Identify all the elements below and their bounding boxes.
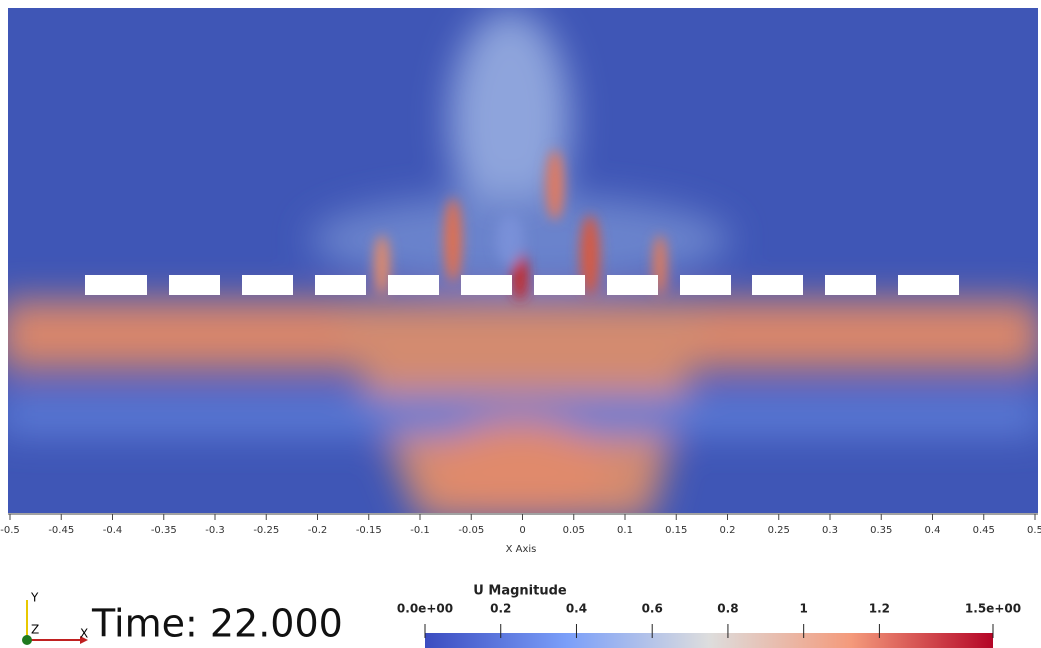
x-tick-label: 0.15 [665, 525, 687, 536]
x-tick-label: 0 [519, 525, 525, 536]
triad-x: X [80, 627, 88, 641]
plates [85, 275, 959, 295]
x-tick-label: 0.5 [1027, 525, 1041, 536]
x-tick-label: -0.25 [253, 525, 279, 536]
x-tick-label: -0.35 [151, 525, 177, 536]
x-tick-label: 0.05 [563, 525, 585, 536]
x-tick-label: 0.4 [925, 525, 941, 536]
x-tick-label: -0.05 [458, 525, 484, 536]
flow-field [8, 8, 1038, 513]
colorbar-title: U Magnitude [473, 584, 567, 599]
colorbar-tick-label: 0.6 [642, 602, 663, 616]
time-label: Time: 22.000 [91, 602, 343, 646]
triad-y: Y [30, 591, 39, 605]
x-tick-label: 0.35 [870, 525, 892, 536]
colorbar-tick-label: 1 [799, 602, 807, 616]
x-tick-label: -0.4 [103, 525, 123, 536]
axes-triad: Y Z X [22, 591, 88, 645]
x-tick-label: 0.25 [768, 525, 790, 536]
x-tick-label: 0.3 [822, 525, 838, 536]
colorbar-tick-label: 1.5e+00 [965, 602, 1021, 616]
colorbar-tick-label: 0.8 [717, 602, 738, 616]
colorbar-tick-label: 1.2 [869, 602, 890, 616]
colorbar [425, 633, 993, 648]
x-tick-label: -0.1 [410, 525, 430, 536]
colorbar-tick-label: 0.2 [490, 602, 511, 616]
x-tick-label: -0.5 [0, 525, 20, 536]
triad-z: Z [31, 623, 39, 637]
x-tick-label: 0.2 [720, 525, 736, 536]
x-tick-label: -0.3 [205, 525, 225, 536]
x-tick-label: -0.15 [356, 525, 382, 536]
x-axis-title: X Axis [506, 544, 537, 555]
colorbar-tick-label: 0.4 [566, 602, 587, 616]
x-tick-label: -0.45 [48, 525, 74, 536]
x-tick-label: 0.1 [617, 525, 633, 536]
colorbar-tick-label: 0.0e+00 [397, 602, 453, 616]
x-tick-label: 0.45 [973, 525, 995, 536]
x-tick-label: -0.2 [308, 525, 328, 536]
